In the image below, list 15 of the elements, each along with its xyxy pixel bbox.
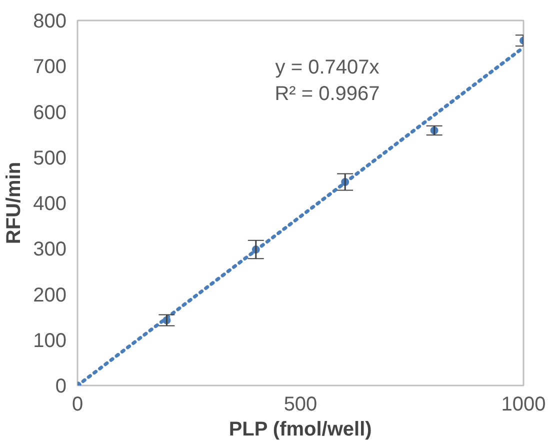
- y-tick-label: 800: [33, 10, 67, 32]
- annotation: y = 0.7407x R² = 0.9967: [274, 56, 380, 105]
- y-tick-label: 100: [33, 330, 67, 352]
- y-tick-label: 200: [33, 284, 67, 306]
- y-tick-label: 600: [33, 102, 67, 124]
- y-tick-label: 500: [33, 147, 67, 170]
- x-tick-label: 0: [72, 394, 84, 416]
- y-tick-label: 700: [33, 56, 67, 78]
- x-tick-label: 500: [284, 394, 318, 416]
- x-axis-title: PLP (fmol/well): [228, 418, 372, 440]
- y-tick-label: 400: [33, 193, 67, 215]
- y-axis-title: RFU/min: [3, 162, 26, 244]
- x-tick-label: 1000: [501, 394, 546, 416]
- y-tick-label: 300: [33, 238, 67, 261]
- y-tick-label: 0: [55, 376, 66, 398]
